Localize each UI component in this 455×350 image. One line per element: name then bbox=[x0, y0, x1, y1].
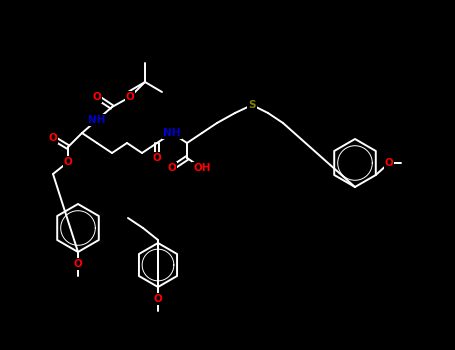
Text: O: O bbox=[154, 294, 162, 304]
Text: O: O bbox=[384, 158, 394, 168]
Text: S: S bbox=[248, 100, 256, 110]
Text: NH: NH bbox=[88, 115, 106, 125]
Text: NH: NH bbox=[163, 128, 181, 138]
Text: O: O bbox=[74, 259, 82, 269]
Text: O: O bbox=[152, 153, 162, 163]
Text: O: O bbox=[126, 92, 134, 102]
Text: O: O bbox=[49, 133, 57, 143]
Text: OH: OH bbox=[193, 163, 211, 173]
Text: O: O bbox=[64, 157, 72, 167]
Text: O: O bbox=[93, 92, 101, 102]
Text: O: O bbox=[167, 163, 177, 173]
